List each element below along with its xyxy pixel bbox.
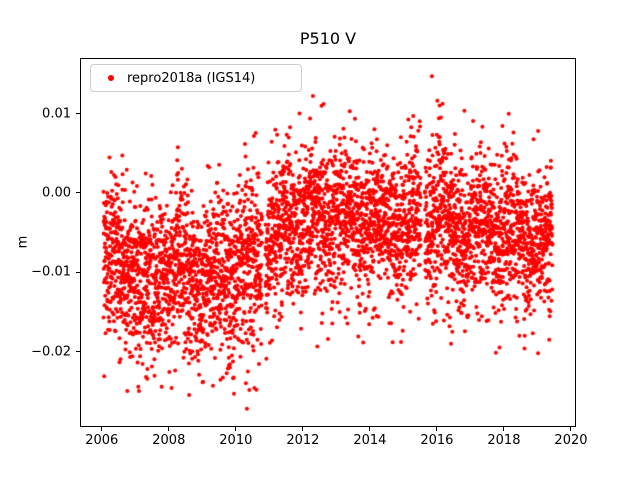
y-axis-label: m (15, 235, 31, 249)
y-tick-label: −0.02 (31, 344, 71, 360)
x-tick-label: 2006 (85, 433, 119, 448)
plot-title: P510 V (299, 29, 357, 48)
y-tick-mark (76, 351, 80, 353)
x-tick-label: 2018 (487, 433, 521, 448)
x-tick-mark (570, 427, 572, 431)
x-tick-mark (503, 427, 505, 431)
legend-marker-icon (108, 75, 114, 81)
y-tick-mark (76, 113, 80, 115)
x-tick-label: 2020 (554, 433, 588, 448)
y-tick-label: −0.01 (31, 264, 71, 280)
x-tick-mark (235, 427, 237, 431)
x-tick-label: 2012 (286, 433, 320, 448)
x-tick-mark (302, 427, 304, 431)
y-tick-mark (76, 271, 80, 273)
x-tick-mark (101, 427, 103, 431)
y-tick-mark (76, 192, 80, 194)
x-tick-label: 2010 (219, 433, 253, 448)
x-tick-label: 2008 (152, 433, 186, 448)
x-tick-mark (369, 427, 371, 431)
y-tick-label: 0.00 (42, 185, 71, 201)
legend-label: repro2018a (IGS14) (127, 70, 256, 86)
x-tick-label: 2014 (353, 433, 387, 448)
x-tick-label: 2016 (420, 433, 454, 448)
scatter-points (80, 58, 576, 427)
x-tick-mark (168, 427, 170, 431)
x-tick-mark (436, 427, 438, 431)
y-tick-label: 0.01 (42, 106, 71, 122)
legend: repro2018a (IGS14) (90, 64, 302, 92)
